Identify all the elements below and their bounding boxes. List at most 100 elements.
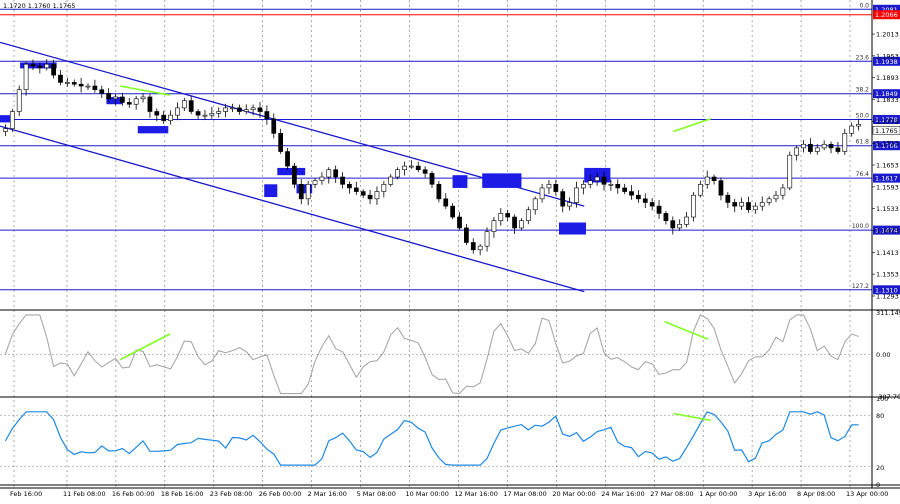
zone-box [296, 184, 313, 194]
candle-body [264, 111, 270, 120]
cci-divergence-line [664, 320, 709, 341]
time-axis-label: 1 Apr 00:00 [699, 490, 737, 498]
candle-body [759, 202, 765, 207]
candle-body [230, 107, 235, 110]
fib-level-label: 23.6 [856, 54, 870, 61]
candle-body [9, 111, 15, 129]
candle-body [443, 198, 449, 207]
time-axis-label: 2 Mar 16:00 [308, 490, 347, 498]
grid-layer [0, 0, 900, 489]
red-price-tag [873, 10, 900, 20]
fib-price-tag-text: 1.1938 [875, 58, 898, 66]
candle-body [814, 147, 820, 152]
candle-body [85, 85, 91, 88]
fib-level-label: 100.0 [852, 223, 869, 230]
fib-price-tag [873, 285, 900, 295]
candle-body [732, 202, 738, 207]
candle-body [808, 143, 813, 152]
fib-level-label: 61.8 [856, 139, 870, 146]
cci-indicator: 311.1497 0.00 -307.704 [0, 309, 900, 401]
fib-level-label: 127.2 [852, 283, 869, 290]
fib-price-tag [873, 115, 900, 125]
zone-box [277, 167, 306, 176]
candle-body [92, 85, 98, 90]
zone-box [558, 222, 586, 235]
candle-body [436, 183, 442, 200]
candle-body [629, 191, 634, 196]
candle-body [773, 194, 779, 200]
fib-price-tag-text: 1.1617 [875, 175, 898, 183]
fib-level-label: 0.0 [859, 2, 869, 9]
fib-price-tag [873, 173, 900, 183]
candle-body [243, 109, 249, 112]
candle-body [656, 205, 662, 214]
candle-body [23, 63, 29, 90]
rsi-tick-label: 100 [876, 395, 888, 403]
price-tick-label: 1.1413 [876, 249, 899, 257]
candle-body [381, 183, 387, 192]
fib-levels: 0.0 23.6 38.2 50.0 61.8 76.4 100.0 127.2 [0, 2, 872, 291]
zone-box [482, 173, 522, 188]
candle-body [670, 220, 676, 229]
red-price-tag-text: 1.2066 [875, 11, 898, 19]
candle-body [601, 176, 607, 185]
time-axis-label: 3 Apr 16:00 [748, 490, 786, 498]
candle-body [429, 173, 435, 185]
candle-body [684, 216, 689, 225]
candle-body [402, 165, 407, 171]
candle-body [106, 93, 112, 100]
candle-body [519, 220, 524, 229]
candle-body [677, 224, 683, 229]
candle-body [64, 82, 70, 84]
cci-tick-label: -307.704 [876, 393, 900, 401]
candle-body [188, 100, 194, 112]
candle-body [794, 147, 800, 156]
price-tick-label: 1.1353 [876, 271, 899, 279]
price-tick-label: 1.1713 [876, 140, 899, 148]
candle-body [250, 107, 256, 110]
candle-body [161, 114, 167, 121]
candle-body [37, 65, 43, 69]
candle-body [195, 111, 201, 116]
time-axis-label: 11 Feb 08:00 [63, 490, 106, 498]
candle-body [780, 187, 786, 196]
price-tick-label: 1.1833 [876, 96, 899, 104]
candle-body [99, 89, 105, 94]
candle-body [567, 202, 572, 207]
price-divergence-line [672, 118, 711, 133]
candle-body [457, 216, 462, 229]
price-tick-label: 1.1773 [876, 118, 899, 126]
candle-body [58, 74, 63, 83]
candle-body [340, 176, 345, 185]
cci-line [4, 314, 859, 395]
candle-body [828, 143, 834, 149]
channel-lower-line [0, 125, 585, 293]
zone-box [137, 126, 169, 134]
candle-body [319, 176, 325, 181]
candle-body [278, 133, 284, 152]
candle-body [181, 100, 187, 109]
candle-body [450, 205, 456, 218]
fib-price-tag [873, 56, 900, 66]
candle-body [71, 82, 77, 85]
fib-price-tag-text: 1.1474 [875, 227, 898, 235]
candle-body [691, 194, 696, 218]
candle-body [663, 213, 669, 221]
candle-body [353, 187, 359, 192]
price-tick-label: 1.1293 [876, 292, 899, 300]
time-axis: Feb 16:00 11 Feb 08:00 16 Feb 00:00 18 Feb … [10, 490, 888, 498]
candle-body [209, 113, 215, 116]
candle-body [801, 143, 806, 149]
candle-body [477, 245, 483, 251]
candle-body [388, 176, 394, 185]
candle-body [725, 194, 731, 203]
candle-body [292, 165, 297, 185]
rsi-indicator: 100 80 20 0 [0, 395, 888, 489]
candle-body [574, 187, 579, 203]
candle-body [305, 183, 311, 200]
candle-body [408, 165, 414, 168]
fib-level-label: 50.0 [856, 113, 870, 120]
candle-body [30, 63, 36, 67]
time-axis-label: 24 Mar 16:00 [601, 490, 644, 498]
